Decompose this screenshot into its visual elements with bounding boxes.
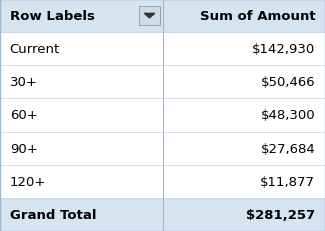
Bar: [0, 66, 325, 99]
Bar: [0, 33, 325, 66]
Text: Sum of Amount: Sum of Amount: [200, 10, 315, 23]
Bar: [0, 99, 325, 132]
Bar: [0, 132, 325, 165]
Text: Current: Current: [10, 43, 60, 56]
Bar: [0, 198, 325, 231]
Text: $281,257: $281,257: [246, 208, 315, 221]
Bar: [139, 7, 160, 26]
Text: 30+: 30+: [10, 76, 38, 89]
Text: $48,300: $48,300: [261, 109, 315, 122]
Text: $11,877: $11,877: [260, 175, 315, 188]
Text: 90+: 90+: [10, 142, 37, 155]
Polygon shape: [144, 14, 155, 19]
Bar: [0, 165, 325, 198]
Text: $27,684: $27,684: [261, 142, 315, 155]
Text: 60+: 60+: [10, 109, 37, 122]
Text: 120+: 120+: [10, 175, 46, 188]
Bar: [0, 0, 325, 33]
Text: Row Labels: Row Labels: [10, 10, 95, 23]
Text: Grand Total: Grand Total: [10, 208, 96, 221]
Text: $142,930: $142,930: [252, 43, 315, 56]
Text: $50,466: $50,466: [261, 76, 315, 89]
